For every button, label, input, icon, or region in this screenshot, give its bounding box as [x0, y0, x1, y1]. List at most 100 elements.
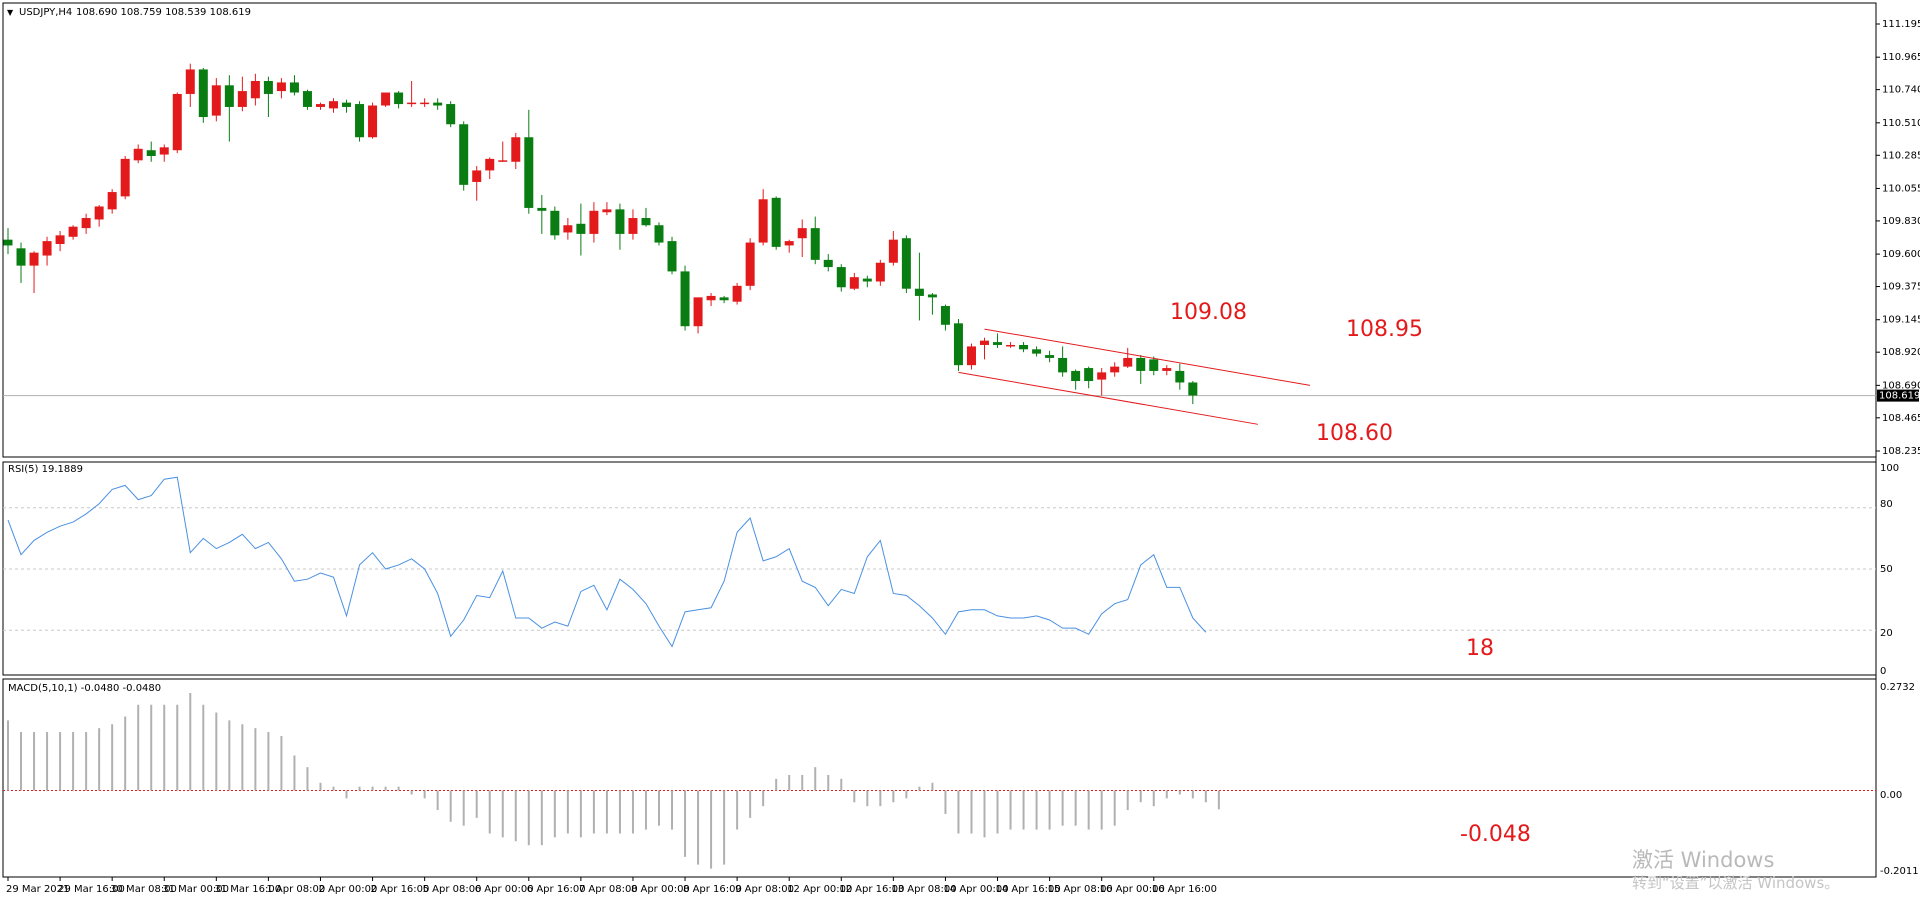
time-tick-label: 29 Mar 2021: [6, 884, 69, 895]
time-tick-label: 9 Apr 08:00: [735, 884, 794, 895]
candle-body: [250, 80, 260, 99]
candle-body: [628, 218, 638, 234]
candle-body: [29, 252, 39, 266]
time-tick-label: 16 Apr 00:00: [1100, 884, 1165, 895]
price-tick-label: 110.055: [1882, 183, 1920, 194]
candle-body: [862, 278, 872, 282]
annotation-high-108-95: 108.95: [1346, 317, 1423, 342]
candle-body: [615, 209, 625, 234]
annotation-low-108-60: 108.60: [1316, 421, 1393, 446]
candle-body: [1058, 357, 1068, 373]
candle-body: [94, 206, 104, 220]
rsi-label: RSI(5) 19.1889: [8, 464, 83, 475]
channel-lower-line: [958, 371, 1259, 425]
candle-body: [1032, 349, 1042, 354]
price-tick-label: 109.145: [1882, 315, 1920, 326]
candle-body: [276, 82, 286, 92]
channel-upper-line: [984, 328, 1311, 386]
time-tick-label: 8 Apr 16:00: [683, 884, 742, 895]
candle-body: [693, 297, 703, 327]
candle-body: [55, 235, 65, 244]
candle-body: [745, 242, 755, 286]
candle-body: [185, 69, 195, 94]
candle-body: [420, 102, 430, 105]
price-tick-label: 110.285: [1882, 150, 1920, 161]
candle-body: [263, 80, 273, 94]
time-tick-label: 2 Apr 16:00: [371, 884, 430, 895]
candle-body: [355, 104, 365, 138]
candle-body: [980, 340, 989, 345]
candle-body: [940, 306, 950, 325]
candle-body: [1097, 372, 1107, 380]
current-price-label: 108.619: [1879, 391, 1920, 402]
rsi-line: [7, 476, 1207, 648]
candle-body: [472, 170, 482, 182]
candle-body: [602, 209, 612, 213]
current-price-box: [1877, 389, 1919, 402]
time-tick-label: 5 Apr 08:00: [423, 884, 482, 895]
candle-body: [1136, 357, 1146, 371]
candle-body: [329, 101, 338, 109]
candle-body: [836, 267, 846, 288]
price-panel-frame: [2, 2, 1877, 458]
candle-body: [159, 147, 169, 155]
time-tick-label: 14 Apr 00:00: [943, 884, 1008, 895]
candle-body: [537, 207, 547, 211]
candle-body: [394, 92, 404, 105]
candle-body: [237, 91, 247, 107]
candle-body: [198, 69, 208, 118]
candle-body: [498, 160, 508, 162]
candle-body: [784, 241, 794, 246]
candle-body: [81, 218, 91, 229]
candle-body: [1123, 357, 1133, 367]
candle-body: [485, 158, 495, 171]
candle-body: [524, 137, 534, 208]
time-tick-label: 31 Mar 16:00: [214, 884, 281, 895]
candle-body: [914, 288, 924, 296]
rsi-tick-50: 50: [1880, 564, 1893, 575]
time-tick-label: 13 Apr 08:00: [891, 884, 956, 895]
candle-body: [901, 238, 911, 289]
rsi-tick-100: 100: [1880, 463, 1899, 474]
candle-body: [224, 85, 234, 107]
annotation-rsi-18: 18: [1466, 636, 1494, 661]
macd-tick-min: -0.2011: [1880, 866, 1919, 877]
candle-body: [1019, 344, 1029, 350]
time-tick-label: 31 Mar 00:00: [162, 884, 229, 895]
candle-body: [993, 342, 1003, 345]
candle-body: [1071, 370, 1081, 382]
price-tick-label: 109.600: [1882, 249, 1920, 260]
candle-body: [576, 223, 586, 234]
time-tick-label: 14 Apr 16:00: [996, 884, 1061, 895]
candle-body: [433, 102, 443, 106]
candle-body: [667, 241, 677, 272]
candle-body: [446, 104, 456, 125]
price-tick-label: 109.830: [1882, 216, 1920, 227]
price-tick-label: 108.465: [1882, 413, 1920, 424]
candle-body: [289, 82, 299, 93]
time-tick-label: 1 Apr 08:00: [266, 884, 325, 895]
macd-tick-zero: 0.00: [1880, 790, 1902, 801]
candle-body: [1175, 370, 1185, 383]
candle-body: [654, 225, 664, 243]
annotation-high-109-08: 109.08: [1170, 300, 1247, 325]
time-tick-label: 2 Apr 00:00: [318, 884, 377, 895]
candle-body: [211, 85, 221, 116]
candle-body: [888, 239, 898, 263]
price-tick-label: 108.690: [1882, 380, 1920, 391]
price-tick-label: 108.920: [1882, 347, 1920, 358]
candle-body: [1162, 368, 1172, 371]
macd-label: MACD(5,10,1) -0.0480 -0.0480: [8, 683, 161, 694]
candle-body: [3, 239, 13, 246]
rsi-tick-20: 20: [1880, 628, 1893, 639]
candle-body: [1045, 355, 1055, 358]
time-tick-label: 16 Apr 16:00: [1152, 884, 1217, 895]
candle-body: [823, 259, 833, 268]
candle-body: [953, 323, 963, 366]
candle-body: [1188, 382, 1198, 396]
window-menu-icon[interactable]: ▼: [7, 8, 14, 17]
candle-body: [849, 277, 859, 289]
macd-panel-frame: [2, 678, 1877, 878]
candle-body: [680, 271, 690, 327]
